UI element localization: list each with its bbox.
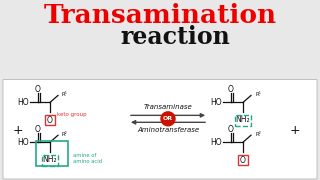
- FancyBboxPatch shape: [3, 80, 317, 179]
- Circle shape: [161, 112, 175, 126]
- Text: amino acid: amino acid: [73, 159, 102, 164]
- Text: +: +: [13, 124, 23, 137]
- Text: O: O: [228, 85, 234, 94]
- Text: Transamination: Transamination: [44, 3, 276, 28]
- Text: Transaminase: Transaminase: [144, 104, 192, 110]
- Text: R²: R²: [255, 132, 261, 137]
- Bar: [42, 155, 58, 166]
- Text: O: O: [47, 116, 53, 125]
- Text: R¹: R¹: [255, 92, 261, 97]
- Text: R²: R²: [62, 132, 68, 137]
- Text: R¹: R¹: [62, 92, 68, 97]
- Text: HO: HO: [210, 138, 222, 147]
- Text: OR: OR: [163, 116, 173, 121]
- Text: O: O: [228, 125, 234, 134]
- Text: HO: HO: [17, 98, 29, 107]
- Bar: [235, 115, 251, 126]
- Bar: [238, 155, 248, 165]
- Text: NH₂: NH₂: [43, 155, 57, 164]
- Text: +: +: [290, 124, 300, 137]
- Bar: [36, 141, 68, 166]
- Text: O: O: [35, 125, 41, 134]
- Text: O: O: [35, 85, 41, 94]
- Bar: [45, 115, 55, 125]
- Text: reaction: reaction: [120, 25, 230, 49]
- Text: HO: HO: [210, 98, 222, 107]
- Text: NH₂: NH₂: [236, 115, 250, 124]
- Text: HO: HO: [17, 138, 29, 147]
- Text: O: O: [240, 156, 246, 165]
- Text: Aminotransferase: Aminotransferase: [137, 127, 199, 133]
- Text: keto group: keto group: [57, 112, 87, 117]
- Text: amine of: amine of: [73, 153, 96, 158]
